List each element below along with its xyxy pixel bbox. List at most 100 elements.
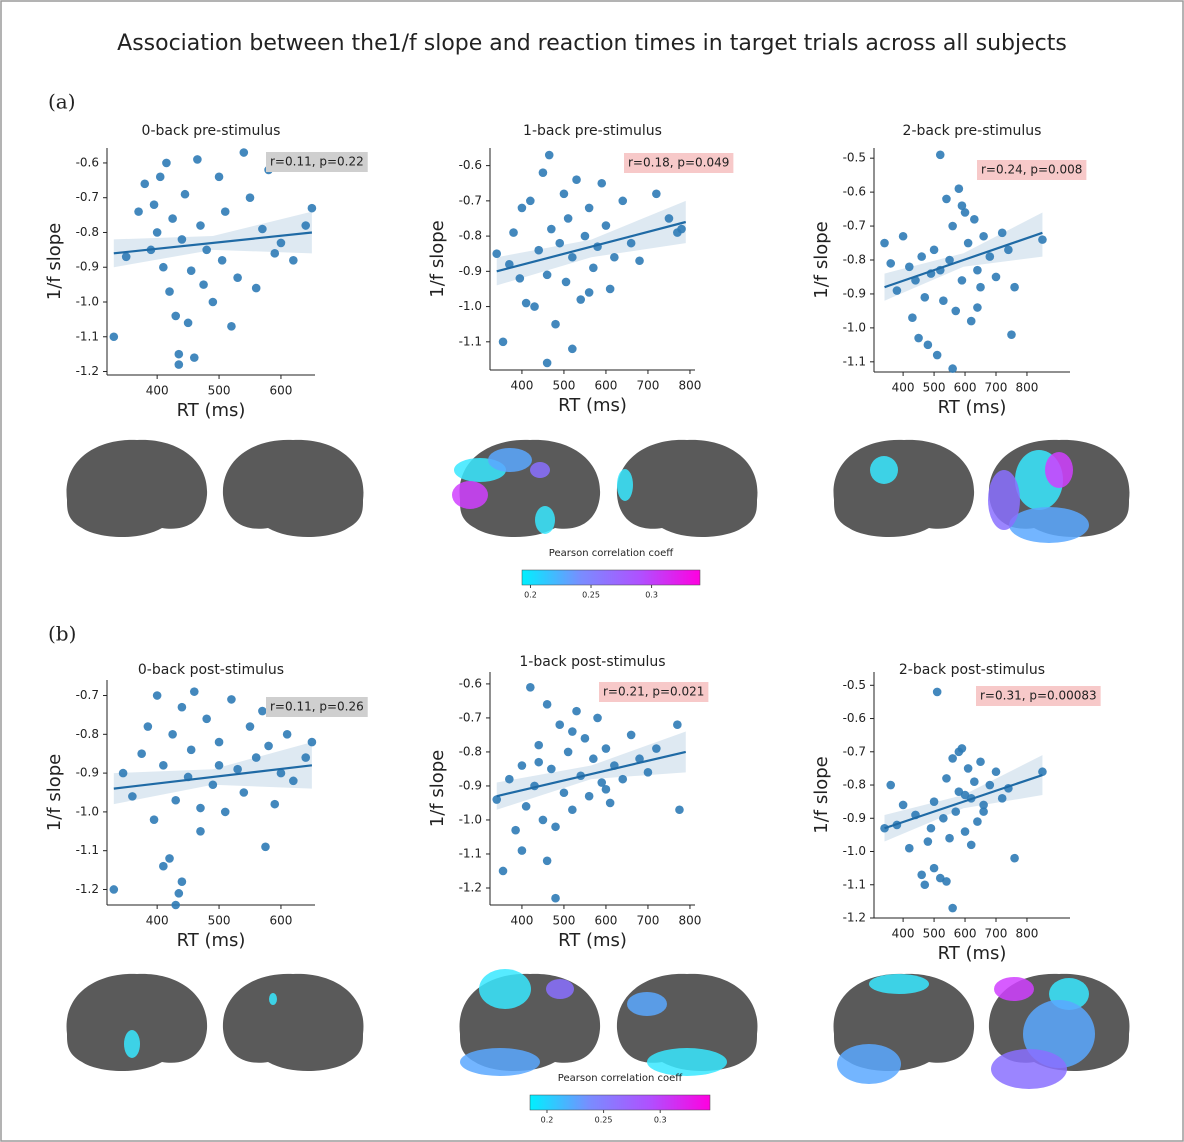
scatter-point: [162, 158, 171, 168]
scatter-point: [584, 288, 594, 297]
regression-line: [496, 220, 687, 273]
scatter-point: [1010, 282, 1019, 292]
regression-line: [113, 231, 313, 255]
annotation-box: [599, 682, 709, 702]
x-tick-label: 400: [510, 914, 533, 928]
scatter-point: [997, 794, 1007, 803]
x-tick-label: 400: [510, 379, 533, 393]
scatter-point: [165, 287, 174, 296]
scatter-point: [593, 713, 602, 723]
regression-line: [496, 750, 687, 798]
annotation: r=0.11, p=0.26: [266, 697, 368, 717]
scatter-point: [979, 800, 988, 810]
activation-patch: [870, 456, 898, 484]
x-tick-label: 500: [552, 914, 575, 928]
scatter-point: [957, 201, 967, 210]
panel-label: (a): [48, 90, 76, 114]
scatter-point: [563, 214, 573, 223]
scatter-point: [177, 877, 187, 887]
y-tick-label: -0.8: [843, 778, 866, 792]
scatter-point: [202, 714, 211, 724]
x-tick-label: 500: [923, 381, 946, 395]
x-axis-label: RT (ms): [177, 400, 246, 421]
scatter-point: [534, 757, 544, 767]
annotation-text: r=0.11, p=0.22: [270, 155, 364, 169]
scatter-point: [171, 795, 181, 805]
scatter-point: [997, 228, 1007, 238]
x-tick-label: 800: [679, 914, 702, 928]
scatter-point: [186, 266, 196, 276]
scatter-point: [929, 797, 939, 806]
scatter-point: [942, 877, 951, 886]
annotation: r=0.18, p=0.049: [624, 153, 734, 173]
scatter-point: [945, 255, 954, 265]
activation-patch: [546, 979, 574, 999]
x-tick-label: 700: [985, 381, 1008, 395]
scatter-point: [979, 231, 988, 241]
scatter-point: [976, 757, 985, 767]
scatter-point: [626, 238, 636, 248]
scatter-point: [597, 178, 607, 188]
scatter-point: [584, 203, 594, 213]
x-tick-label: 500: [923, 927, 946, 941]
regression-line: [884, 231, 1043, 289]
y-tick-label: -0.9: [459, 778, 482, 792]
colorbar-tick-label: 0.3: [645, 591, 658, 600]
scatter-point: [152, 228, 162, 237]
scatter-point: [289, 255, 298, 265]
y-tick-label: -1.0: [843, 844, 866, 858]
scatter-point: [542, 358, 552, 368]
scatter-point: [932, 350, 942, 360]
y-axis-label: 1/f slope: [811, 221, 832, 298]
activation-patch: [535, 506, 555, 534]
y-axis-label: 1/f slope: [44, 223, 65, 300]
scatter-point: [534, 245, 544, 255]
scatter-point: [168, 730, 177, 739]
x-tick-label: 800: [1016, 381, 1039, 395]
brain: [222, 973, 364, 1072]
scatter-point: [942, 774, 951, 783]
scatter-point: [886, 780, 896, 790]
scatter-point: [214, 172, 224, 182]
scatter-point: [307, 737, 317, 747]
scatter-point: [923, 340, 933, 350]
y-tick-label: -0.7: [843, 744, 866, 758]
scatter-point: [948, 754, 957, 763]
scatter-point: [498, 337, 508, 347]
y-axis-label: 1/f slope: [811, 756, 832, 833]
activation-patch: [617, 469, 633, 501]
activation-patch: [479, 969, 531, 1009]
scatter-point: [220, 807, 230, 817]
scatter-point: [183, 318, 193, 328]
scatter-point: [174, 889, 184, 898]
y-tick-label: -1.1: [843, 354, 866, 368]
x-tick-label: 800: [1016, 927, 1039, 941]
y-tick-label: -1.2: [843, 911, 866, 925]
colorbar-title: Pearson correlation coeff: [549, 548, 675, 559]
scatter-point: [189, 353, 199, 362]
scatter-point: [159, 761, 168, 770]
scatter-point: [261, 842, 270, 852]
chart-title: 2-back pre-stimulus: [903, 123, 1042, 139]
x-tick-label: 600: [954, 927, 977, 941]
scatter-point: [880, 238, 889, 248]
confidence-band: [496, 731, 686, 810]
scatter-point: [886, 259, 896, 268]
y-tick-label: -0.8: [459, 229, 482, 243]
scatter-point: [227, 322, 236, 331]
scatter-point: [945, 833, 954, 843]
y-tick-label: -0.6: [843, 711, 866, 725]
scatter-point: [505, 774, 514, 784]
scatter-point: [914, 333, 923, 343]
activation-patch: [837, 1044, 901, 1084]
activation-patch: [1045, 452, 1073, 488]
scatter-point: [563, 747, 573, 757]
scatter-point: [555, 720, 565, 730]
scatter-point: [538, 815, 548, 825]
scatter-point: [1004, 245, 1013, 255]
scatter-point: [174, 349, 184, 359]
annotation-text: r=0.31, p=0.00083: [980, 689, 1097, 703]
scatter-point: [177, 702, 187, 712]
scatter-point: [917, 870, 926, 880]
